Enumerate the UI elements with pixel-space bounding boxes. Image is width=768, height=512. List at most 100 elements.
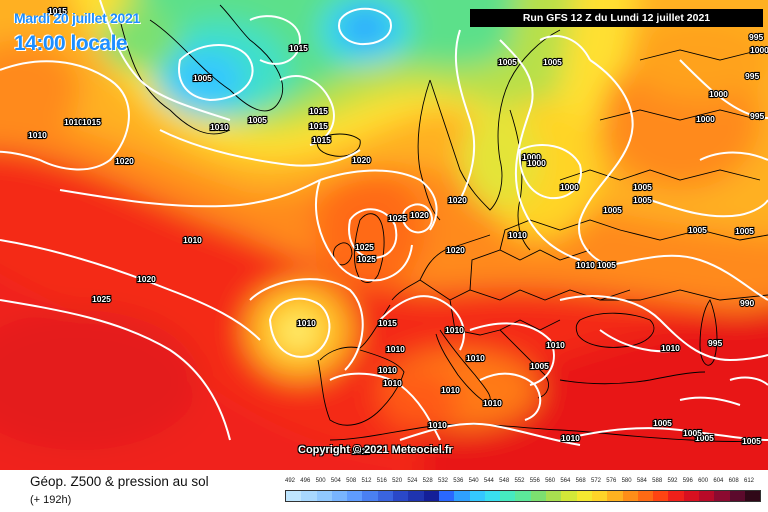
legend-value: 516	[376, 478, 387, 484]
pressure-label: 1005	[633, 195, 652, 205]
legend-swatch	[607, 491, 623, 501]
pressure-label: 1005	[603, 205, 622, 215]
legend-value: 584	[636, 478, 647, 484]
pressure-labels: 1015 1010 1010 1015 1005 1015 1005 1010 …	[27, 5, 768, 457]
pressure-label: 995	[750, 111, 764, 121]
legend-value: 608	[728, 478, 739, 484]
legend-swatch	[301, 491, 317, 501]
legend-value: 496	[300, 478, 311, 484]
legend-swatch	[500, 491, 516, 501]
legend-swatch	[622, 491, 638, 501]
pressure-label: 1010	[441, 385, 460, 395]
pressure-label: 1010	[466, 353, 485, 363]
pressure-label: 1000	[750, 45, 768, 55]
legend-value: 492	[284, 478, 295, 484]
legend-value: 500	[315, 478, 326, 484]
pressure-label: 1005	[248, 115, 267, 125]
pressure-label: 1005	[695, 433, 714, 443]
legend-swatch	[484, 491, 501, 501]
pressure-label: 1005	[543, 57, 562, 67]
pressure-label: 1025	[357, 254, 376, 264]
isobars	[0, 0, 768, 445]
legend-swatch	[561, 491, 577, 501]
legend-value: 600	[698, 478, 709, 484]
footer: Géop. Z500 & pression au sol (+ 192h) 49…	[0, 470, 768, 512]
legend-value: 532	[437, 478, 448, 484]
geopotential-field	[0, 0, 768, 470]
legend-swatch	[637, 491, 654, 501]
legend-swatch	[286, 491, 302, 501]
legend-swatch	[591, 491, 608, 501]
legend-value: 528	[422, 478, 433, 484]
pressure-label: 1015	[378, 318, 397, 328]
pressure-label: 1010	[352, 446, 371, 456]
color-legend: 492 496 500 504 508 512 516 520 524 528 532 536 540 5…	[284, 478, 762, 502]
pressure-label: 1005	[597, 260, 616, 270]
legend-swatch	[438, 491, 455, 501]
legend-swatch	[729, 491, 745, 501]
legend-value: 512	[361, 478, 372, 484]
legend-value: 504	[330, 478, 341, 484]
legend-swatch	[576, 491, 592, 501]
pressure-label: 1010	[183, 235, 202, 245]
pressure-label: 1005	[633, 182, 652, 192]
pressure-label: 1020	[448, 195, 467, 205]
legend-swatch	[408, 491, 424, 501]
legend-swatch	[423, 491, 439, 501]
pressure-label: 1010	[383, 378, 402, 388]
legend-value: 592	[667, 478, 678, 484]
pressure-label: 1015	[48, 6, 67, 16]
legend-bar	[285, 490, 762, 502]
pressure-label: 1020	[137, 274, 156, 284]
pressure-label: 1010	[561, 433, 580, 443]
pressure-label: 1005	[653, 418, 672, 428]
legend-swatch	[714, 491, 730, 501]
pressure-label: 1010	[386, 344, 405, 354]
legend-swatch	[668, 491, 684, 501]
map-svg: 1015 1010 1010 1015 1005 1015 1005 1010 …	[0, 0, 768, 470]
pressure-label: 1010	[210, 122, 229, 132]
pressure-label: 1005	[530, 361, 549, 371]
pressure-label: 1010	[378, 365, 397, 375]
legend-value: 560	[545, 478, 556, 484]
legend-value: 544	[483, 478, 494, 484]
pressure-label: 1005	[735, 226, 754, 236]
legend-swatch	[515, 491, 531, 501]
pressure-label: 1015	[312, 135, 331, 145]
legend-value: 604	[713, 478, 724, 484]
pressure-label: 1000	[527, 158, 546, 168]
pressure-label: 1000	[709, 89, 728, 99]
legend-swatch	[653, 491, 669, 501]
pressure-label: 1025	[388, 213, 407, 223]
pressure-label: 1005	[742, 436, 761, 446]
pressure-label: 1000	[560, 182, 579, 192]
legend-swatch	[454, 491, 470, 501]
chart-title: Géop. Z500 & pression au sol	[30, 474, 209, 489]
legend-value: 548	[499, 478, 510, 484]
legend-swatch	[316, 491, 332, 501]
legend-value: 572	[590, 478, 601, 484]
legend-swatch	[530, 491, 547, 501]
pressure-label: 1020	[115, 156, 134, 166]
legend-value: 588	[652, 478, 663, 484]
pressure-label: 995	[749, 32, 763, 42]
pressure-label: 1005	[193, 73, 212, 83]
pressure-label: 1010	[28, 130, 47, 140]
pressure-label: 1000	[696, 114, 715, 124]
legend-swatch	[744, 491, 761, 501]
legend-swatch	[393, 491, 409, 501]
legend-value: 524	[407, 478, 418, 484]
legend-value: 520	[392, 478, 403, 484]
pressure-label: 1015	[309, 106, 328, 116]
legend-value: 568	[575, 478, 586, 484]
pressure-label: 1010	[64, 117, 83, 127]
pressure-label: 1010	[508, 230, 527, 240]
legend-value: 556	[529, 478, 540, 484]
pressure-label: 1010	[661, 343, 680, 353]
pressure-label: 1010	[428, 420, 447, 430]
valid-date: Mardi 20 juillet 2021	[14, 10, 140, 26]
pressure-label: 1015	[289, 43, 308, 53]
pressure-label: 1010	[576, 260, 595, 270]
legend-value: 576	[606, 478, 617, 484]
